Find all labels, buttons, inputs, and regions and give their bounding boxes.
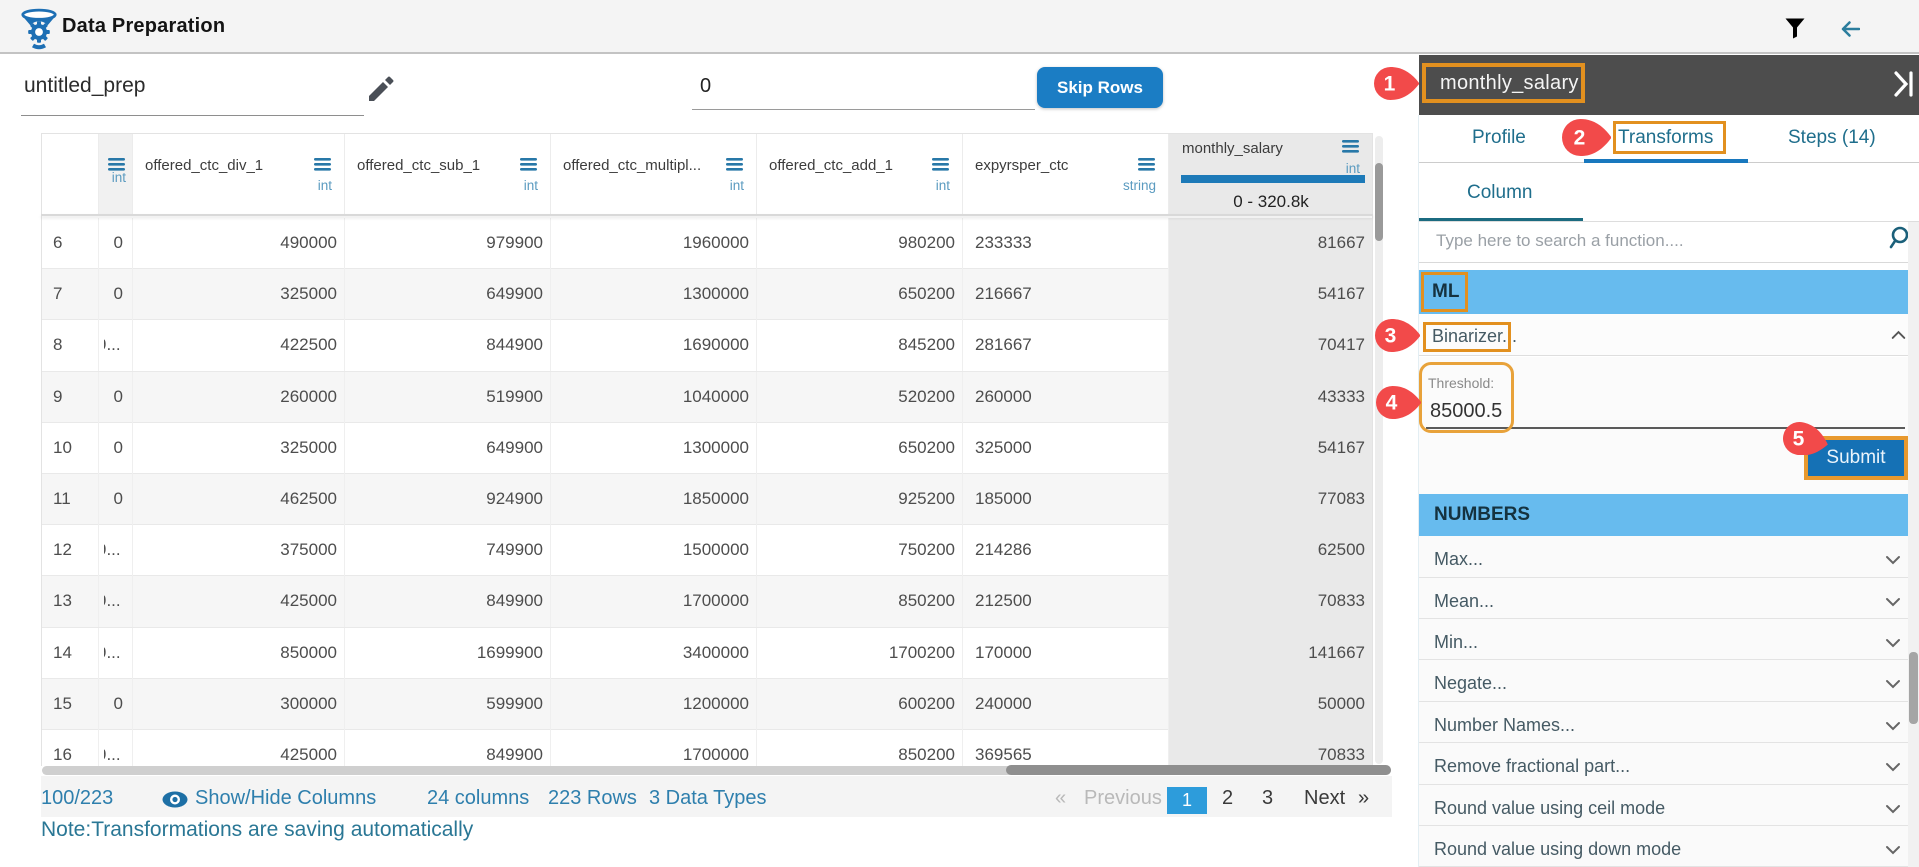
svg-text:5: 5: [1792, 427, 1804, 450]
svg-text:1: 1: [1383, 73, 1395, 96]
svg-text:2: 2: [1573, 126, 1585, 149]
svg-text:3: 3: [1384, 324, 1396, 347]
svg-text:4: 4: [1385, 391, 1397, 414]
